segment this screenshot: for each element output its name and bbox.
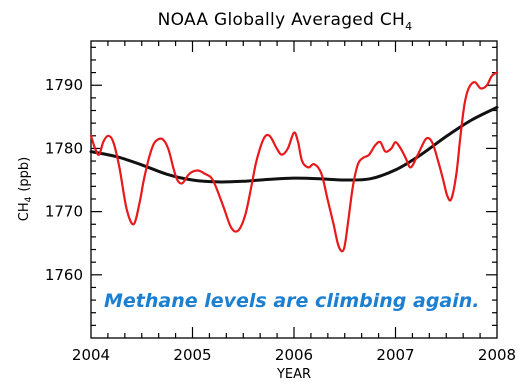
y-tick-label: 1760 bbox=[45, 266, 83, 284]
y-axis-label: CH4(ppb) bbox=[17, 157, 34, 222]
x-axis: 2004 2005 2006 2007 2008 bbox=[72, 41, 516, 364]
x-tick-label: 2004 bbox=[72, 346, 110, 364]
annotation-text: Methane levels are climbing again. bbox=[104, 290, 480, 312]
chart-title: NOAA Globally Averaged CH4 bbox=[158, 10, 413, 33]
y-tick-label: 1780 bbox=[45, 139, 83, 157]
x-axis-label: YEAR bbox=[276, 367, 311, 382]
y-tick-label: 1790 bbox=[45, 76, 83, 94]
series-line-trend bbox=[89, 105, 499, 184]
y-axis: 1760 1770 1780 1790 bbox=[45, 46, 497, 326]
x-tick-label: 2005 bbox=[173, 346, 211, 364]
x-tick-label: 2008 bbox=[478, 346, 516, 364]
x-tick-label: 2006 bbox=[275, 346, 313, 364]
y-tick-label: 1770 bbox=[45, 203, 83, 221]
series-line-monthly bbox=[89, 71, 499, 253]
x-tick-label: 2007 bbox=[376, 346, 414, 364]
